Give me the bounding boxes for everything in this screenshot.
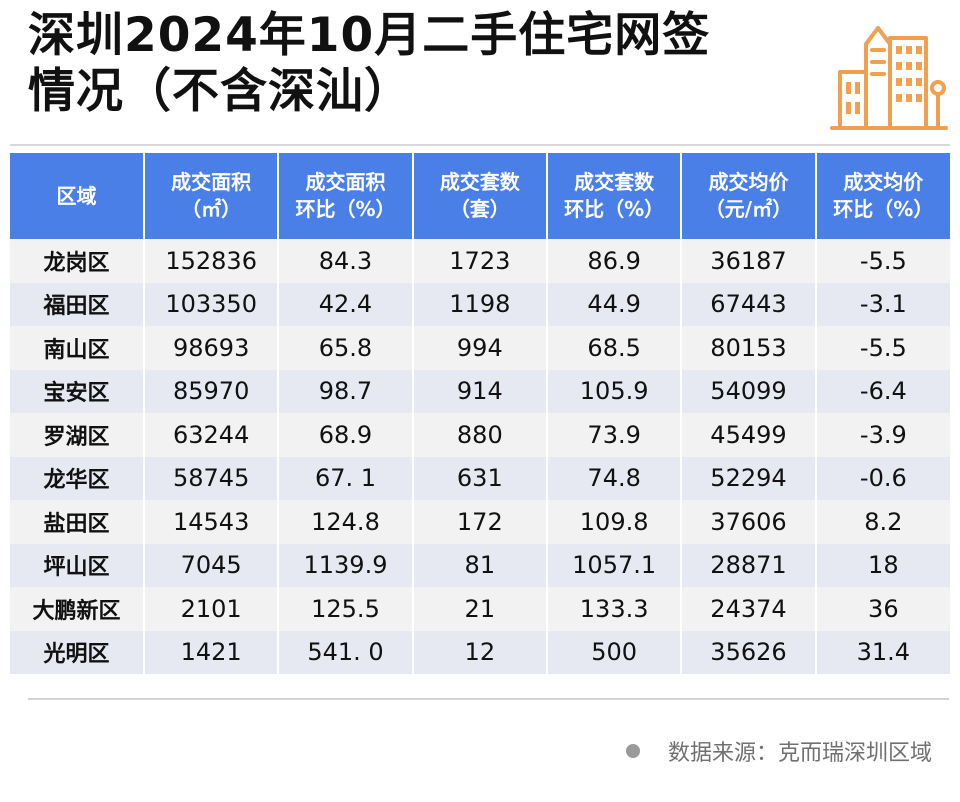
table-row: 坪山区 7045 1139.9 81 1057.1 28871 18 xyxy=(10,543,950,587)
cell-deal-units-mom: 500 xyxy=(546,630,683,674)
cell-avg-price: 54099 xyxy=(681,369,817,413)
transaction-table: 区域 成交面积 （㎡） 成交面积 环比（%） 成交套数 （套） 成交套数 环比（%） 成… xyxy=(10,153,950,674)
cell-deal-units: 914 xyxy=(412,369,548,413)
cell-area: 坪山区 xyxy=(10,543,145,587)
source-note: 数据来源：克而瑞深圳区域 xyxy=(625,735,932,767)
cell-area: 宝安区 xyxy=(10,369,145,413)
cell-deal-area-mom: 98.7 xyxy=(278,369,414,413)
cell-area: 南山区 xyxy=(10,326,145,370)
building-icon xyxy=(830,26,948,130)
source-text: 数据来源：克而瑞深圳区域 xyxy=(667,741,932,766)
table-row: 大鹏新区 2101 125.5 21 133.3 24374 36 xyxy=(10,587,950,631)
cell-area: 光明区 xyxy=(10,630,145,674)
cell-deal-area-mom: 65.8 xyxy=(278,326,414,370)
table-row: 罗湖区 63244 68.9 880 73.9 45499 -3.9 xyxy=(10,413,950,457)
cell-deal-units: 631 xyxy=(412,456,548,500)
cell-deal-units: 172 xyxy=(412,500,548,544)
cell-avg-price-mom: -5.5 xyxy=(815,239,950,283)
cell-deal-units-mom: 68.5 xyxy=(546,326,683,370)
cell-deal-units: 1723 xyxy=(412,239,548,283)
cell-avg-price-mom: 18 xyxy=(815,543,950,587)
cell-deal-units-mom: 1057.1 xyxy=(546,543,683,587)
cell-avg-price: 52294 xyxy=(681,456,817,500)
cell-deal-units-mom: 105.9 xyxy=(546,369,683,413)
cell-deal-units: 21 xyxy=(412,587,548,631)
header-avg-price: 成交均价 （元/㎡） xyxy=(681,153,817,239)
cell-area: 罗湖区 xyxy=(10,413,145,457)
cell-deal-area: 1421 xyxy=(144,630,280,674)
cell-deal-area: 2101 xyxy=(144,587,280,631)
header-deal-units: 成交套数 （套） xyxy=(412,153,548,239)
cell-deal-area-mom: 125.5 xyxy=(278,587,414,631)
table-row: 宝安区 85970 98.7 914 105.9 54099 -6.4 xyxy=(10,369,950,413)
page-title: 深圳2024年10月二手住宅网签 情况（不含深汕） xyxy=(28,8,818,120)
top-divider xyxy=(10,144,950,146)
cell-deal-units: 81 xyxy=(412,543,548,587)
cell-avg-price: 36187 xyxy=(681,239,817,283)
cell-deal-area: 63244 xyxy=(144,413,280,457)
cell-deal-area: 152836 xyxy=(144,239,280,283)
table-row: 龙岗区 152836 84.3 1723 86.9 36187 -5.5 xyxy=(10,239,950,283)
cell-deal-area-mom: 541. 0 xyxy=(278,630,414,674)
cell-deal-area: 58745 xyxy=(144,456,280,500)
cell-avg-price: 45499 xyxy=(681,413,817,457)
cell-avg-price-mom: 36 xyxy=(815,587,950,631)
cell-avg-price: 67443 xyxy=(681,282,817,326)
cell-avg-price-mom: -3.1 xyxy=(815,282,950,326)
cell-deal-area-mom: 67. 1 xyxy=(278,456,414,500)
table-row: 光明区 1421 541. 0 12 500 35626 31.4 xyxy=(10,630,950,674)
table-row: 龙华区 58745 67. 1 631 74.8 52294 -0.6 xyxy=(10,456,950,500)
cell-avg-price-mom: -5.5 xyxy=(815,326,950,370)
header-deal-units-mom: 成交套数 环比（%） xyxy=(546,153,683,239)
bullet-dot-icon xyxy=(625,744,640,758)
cell-area: 盐田区 xyxy=(10,500,145,544)
cell-deal-units-mom: 86.9 xyxy=(546,239,683,283)
cell-avg-price-mom: 31.4 xyxy=(815,630,950,674)
table-row: 盐田区 14543 124.8 172 109.8 37606 8.2 xyxy=(10,500,950,544)
cell-area: 龙岗区 xyxy=(10,239,145,283)
cell-avg-price-mom: -3.9 xyxy=(815,413,950,457)
cell-avg-price-mom: -0.6 xyxy=(815,456,950,500)
title-line-2: 情况（不含深汕） xyxy=(28,64,412,119)
table-row: 南山区 98693 65.8 994 68.5 80153 -5.5 xyxy=(10,326,950,370)
header-area: 区域 xyxy=(10,153,145,239)
cell-deal-units-mom: 74.8 xyxy=(546,456,683,500)
cell-deal-area: 7045 xyxy=(144,543,280,587)
cell-avg-price-mom: 8.2 xyxy=(815,500,950,544)
table-row: 福田区 103350 42.4 1198 44.9 67443 -3.1 xyxy=(10,282,950,326)
cell-area: 大鹏新区 xyxy=(10,587,145,631)
cell-deal-units-mom: 109.8 xyxy=(546,500,683,544)
cell-deal-area-mom: 124.8 xyxy=(278,500,414,544)
cell-deal-units: 880 xyxy=(412,413,548,457)
cell-avg-price: 35626 xyxy=(681,630,817,674)
cell-deal-units-mom: 73.9 xyxy=(546,413,683,457)
cell-deal-area-mom: 84.3 xyxy=(278,239,414,283)
title-line-1: 深圳2024年10月二手住宅网签 xyxy=(28,8,711,63)
cell-deal-units: 994 xyxy=(412,326,548,370)
cell-avg-price-mom: -6.4 xyxy=(815,369,950,413)
header-deal-area: 成交面积 （㎡） xyxy=(144,153,280,239)
cell-deal-area: 98693 xyxy=(144,326,280,370)
cell-avg-price: 24374 xyxy=(681,587,817,631)
cell-avg-price: 37606 xyxy=(681,500,817,544)
cell-avg-price: 80153 xyxy=(681,326,817,370)
cell-deal-area: 14543 xyxy=(144,500,280,544)
cell-avg-price: 28871 xyxy=(681,543,817,587)
bottom-divider xyxy=(28,698,949,700)
cell-deal-units-mom: 44.9 xyxy=(546,282,683,326)
cell-deal-area: 85970 xyxy=(144,369,280,413)
cell-deal-area: 103350 xyxy=(144,282,280,326)
cell-deal-units: 1198 xyxy=(412,282,548,326)
table-header-row: 区域 成交面积 （㎡） 成交面积 环比（%） 成交套数 （套） 成交套数 环比（%） 成… xyxy=(10,153,950,239)
header-avg-price-mom: 成交均价 环比（%） xyxy=(815,153,950,239)
cell-deal-area-mom: 68.9 xyxy=(278,413,414,457)
cell-area: 福田区 xyxy=(10,282,145,326)
header-deal-area-mom: 成交面积 环比（%） xyxy=(278,153,414,239)
cell-deal-units-mom: 133.3 xyxy=(546,587,683,631)
cell-deal-area-mom: 1139.9 xyxy=(278,543,414,587)
cell-deal-units: 12 xyxy=(412,630,548,674)
cell-area: 龙华区 xyxy=(10,456,145,500)
cell-deal-area-mom: 42.4 xyxy=(278,282,414,326)
